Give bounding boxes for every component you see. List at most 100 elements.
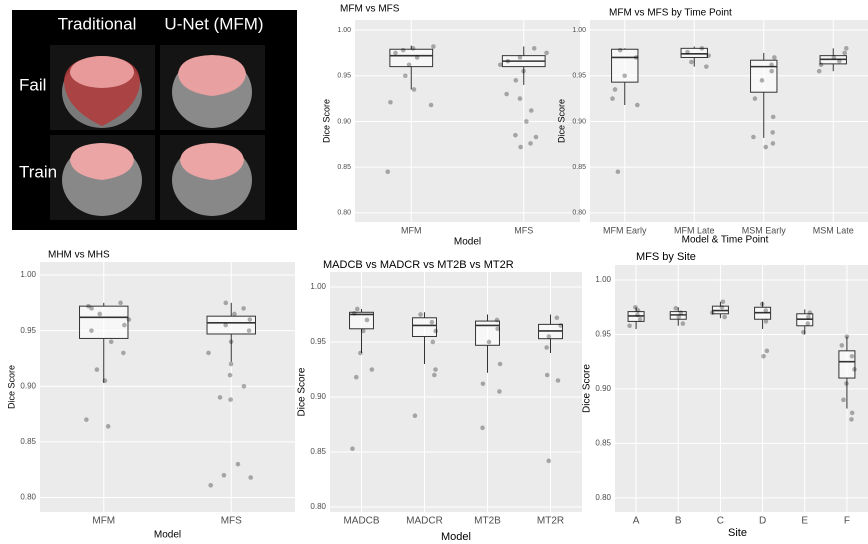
data-point xyxy=(235,461,241,467)
data-point xyxy=(480,425,485,431)
data-point xyxy=(558,323,563,328)
data-point xyxy=(842,50,847,56)
chart-title: MADCB vs MADCR vs MT2B vs MT2R xyxy=(323,259,514,271)
data-point xyxy=(369,367,375,372)
data-point xyxy=(769,68,775,74)
data-point xyxy=(722,314,727,320)
data-point xyxy=(433,367,438,372)
data-point xyxy=(412,413,418,419)
box xyxy=(389,48,434,68)
data-point xyxy=(844,381,849,386)
y-tick-label: 0.80 xyxy=(20,493,36,502)
data-point xyxy=(709,310,715,316)
data-point xyxy=(524,119,529,124)
data-point xyxy=(418,312,423,317)
data-point xyxy=(704,64,709,69)
data-point xyxy=(411,87,417,92)
chart-panel: MFS by Site 0.80 0.85 0.90 0.95 1.00 A B C D E F Sit… xyxy=(582,251,868,539)
x-tick-label: MFM Early xyxy=(603,225,647,235)
box xyxy=(680,47,708,58)
x-tick-label: MADCR xyxy=(406,516,443,527)
data-point xyxy=(513,78,519,83)
data-point xyxy=(353,374,359,380)
data-point xyxy=(89,306,94,311)
data-point xyxy=(217,395,223,400)
data-point xyxy=(554,315,560,321)
data-point xyxy=(350,446,355,452)
row-label: Train xyxy=(19,162,57,181)
box xyxy=(611,48,639,83)
data-point xyxy=(610,96,615,101)
image-panel: Traditional U-Net (MFM) Fail Train xyxy=(12,10,297,230)
x-axis-label: Model & Time Point xyxy=(682,235,769,246)
y-tick-label: 1.00 xyxy=(310,282,326,291)
data-point xyxy=(228,397,233,402)
y-tick-label: 0.80 xyxy=(310,502,326,511)
plot-background xyxy=(330,272,582,512)
data-point xyxy=(531,46,537,51)
row-label: Fail xyxy=(19,75,46,94)
data-point xyxy=(118,300,123,306)
data-point xyxy=(495,326,500,332)
data-point xyxy=(223,300,229,306)
data-point xyxy=(849,353,855,359)
data-point xyxy=(849,417,854,422)
box xyxy=(750,59,778,93)
data-point xyxy=(807,310,813,316)
data-point xyxy=(612,87,618,92)
data-point xyxy=(544,50,549,56)
column-label: U-Net (MFM) xyxy=(164,14,263,33)
y-tick-label: 1.00 xyxy=(20,270,36,279)
y-tick-label: 1.00 xyxy=(572,27,586,34)
data-point xyxy=(232,311,237,317)
chart-title: MHM vs MHS xyxy=(48,250,110,261)
data-point xyxy=(410,46,416,51)
data-point xyxy=(806,314,811,320)
chart-title: MFM vs MFS by Time Point xyxy=(609,8,732,19)
data-point xyxy=(494,317,500,323)
chart-panel: MFM vs MFS 0.80 0.85 0.90 0.95 1.00 MFM MFS Mode… xyxy=(321,4,580,248)
plot-background xyxy=(40,262,295,512)
data-point xyxy=(102,378,108,384)
x-tick-label: B xyxy=(675,516,682,527)
data-point xyxy=(518,144,523,150)
x-tick-label: MSM Early xyxy=(742,225,787,235)
data-point xyxy=(248,475,253,480)
mask xyxy=(178,55,246,96)
data-point xyxy=(763,144,769,150)
data-point xyxy=(429,319,435,325)
x-tick-label: F xyxy=(844,516,850,527)
y-tick-label: 0.90 xyxy=(595,384,611,393)
y-tick-label: 0.95 xyxy=(595,330,611,339)
data-point xyxy=(208,482,213,488)
data-point xyxy=(228,361,234,367)
x-tick-label: MFM xyxy=(92,516,115,527)
x-tick-label: C xyxy=(717,516,724,527)
data-point xyxy=(108,339,114,345)
box xyxy=(838,350,856,379)
data-point xyxy=(849,410,855,416)
data-point xyxy=(105,424,111,429)
data-point xyxy=(228,339,234,345)
data-point xyxy=(841,397,846,403)
x-axis-label: Site xyxy=(728,527,747,539)
box xyxy=(412,317,437,337)
data-point xyxy=(497,361,503,367)
data-point xyxy=(364,317,370,323)
data-point xyxy=(221,472,227,478)
data-point xyxy=(761,353,766,359)
data-point xyxy=(406,62,412,68)
data-point xyxy=(706,53,711,58)
chart-panel: MFM vs MFS by Time Point 0.80 0.85 0.90 0.95… xyxy=(556,8,868,246)
data-point xyxy=(431,44,436,49)
data-point xyxy=(529,108,534,113)
data-point xyxy=(227,372,233,378)
data-point xyxy=(622,73,627,79)
box xyxy=(349,311,374,330)
data-point xyxy=(772,55,777,60)
data-point xyxy=(544,372,550,378)
chart-panel: MADCB vs MADCR vs MT2B vs MT2R 0.80 0.85 0.… xyxy=(297,259,582,543)
data-point xyxy=(528,141,533,146)
data-point xyxy=(97,311,103,317)
data-point xyxy=(805,321,811,326)
